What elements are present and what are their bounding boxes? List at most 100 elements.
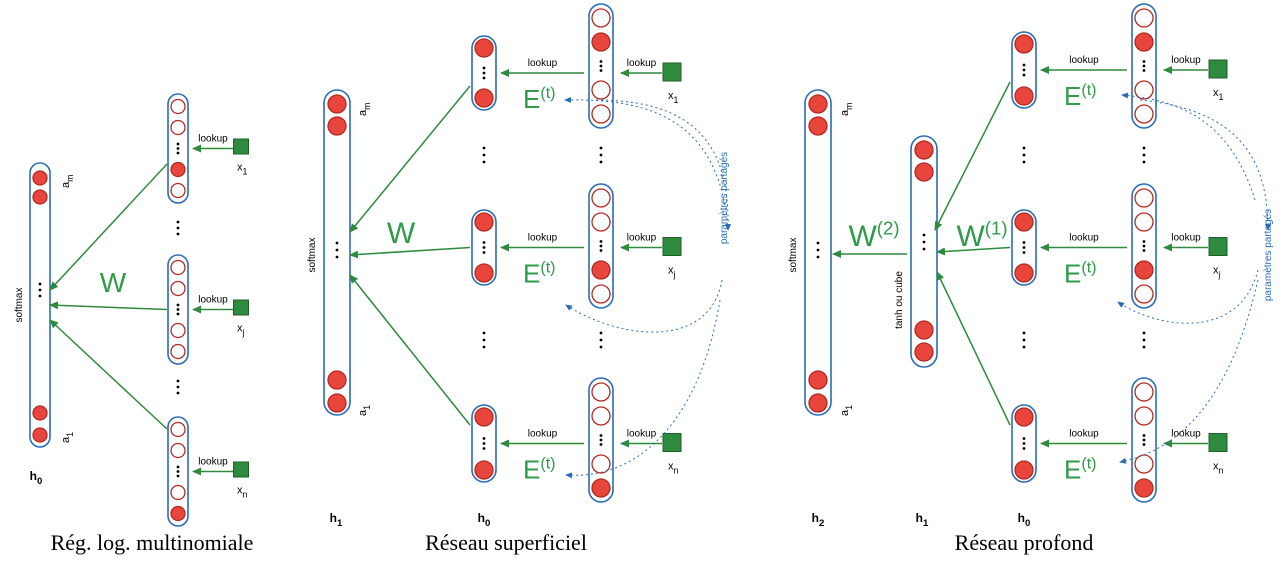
lookup-label: lookup bbox=[1171, 429, 1201, 440]
output-top-label: am bbox=[357, 103, 372, 116]
ellipsis-dot bbox=[1022, 241, 1026, 244]
lookup-label: lookup bbox=[528, 429, 558, 440]
weight-label: W bbox=[387, 217, 416, 250]
ellipsis-dot bbox=[335, 248, 339, 252]
ellipsis-dot bbox=[1022, 73, 1026, 77]
input-label: xn bbox=[1213, 461, 1224, 476]
shared-curve bbox=[1121, 92, 1256, 201]
input-square bbox=[1208, 59, 1228, 79]
ellipsis-dot bbox=[38, 294, 42, 298]
ellipsis-dot bbox=[482, 153, 486, 157]
weight2-label: W(2) bbox=[848, 218, 899, 253]
neuron-empty bbox=[170, 182, 186, 199]
lookup-label: lookup bbox=[1069, 233, 1099, 244]
ellipsis-dot bbox=[38, 282, 42, 286]
lookup-label: lookup bbox=[627, 429, 657, 440]
neuron-empty bbox=[1134, 80, 1154, 100]
neuron-empty bbox=[591, 382, 611, 402]
lookup-label: lookup bbox=[1069, 429, 1099, 440]
neuron-active bbox=[591, 478, 611, 498]
ellipsis-dot bbox=[599, 438, 603, 442]
neuron-empty bbox=[1134, 212, 1154, 232]
ellipsis-dot bbox=[1022, 345, 1026, 349]
ellipsis-dot bbox=[335, 241, 339, 245]
neuron-empty bbox=[591, 406, 611, 426]
weight-arrow bbox=[49, 301, 168, 311]
ellipsis-dot bbox=[1142, 345, 1146, 349]
neuron-active bbox=[327, 370, 347, 390]
ellipsis-dot bbox=[1022, 331, 1026, 335]
ellipsis-dot bbox=[1022, 447, 1026, 450]
neuron-empty bbox=[591, 454, 611, 474]
neuron-empty bbox=[591, 188, 611, 208]
ellipsis-dot bbox=[599, 244, 603, 248]
input-square bbox=[1208, 433, 1228, 452]
layer-name-h2: h2 bbox=[812, 511, 825, 529]
lookup-label: lookup bbox=[198, 295, 228, 306]
weight-arrow bbox=[49, 163, 168, 291]
neuron-active bbox=[474, 212, 494, 232]
neuron-active bbox=[32, 170, 48, 186]
input-label: x1 bbox=[237, 162, 248, 177]
layer-name-h1: h1 bbox=[916, 511, 929, 529]
hidden-activation-label: tanh ou cube bbox=[894, 271, 905, 329]
ellipsis-dot bbox=[922, 240, 926, 244]
neuron-active bbox=[591, 32, 611, 52]
embedding-label: E(t) bbox=[1064, 259, 1097, 289]
output-bottom-label: a1 bbox=[60, 432, 75, 443]
output-top-label: am bbox=[60, 175, 75, 188]
activation-label: softmax bbox=[307, 237, 318, 272]
input-label: xn bbox=[237, 485, 248, 500]
input-square bbox=[662, 62, 682, 82]
ellipsis-dot bbox=[1022, 246, 1026, 249]
neuron-active bbox=[474, 38, 494, 58]
ellipsis-dot bbox=[1022, 146, 1026, 150]
shared-curve bbox=[595, 99, 732, 231]
lookup-label: lookup bbox=[198, 134, 228, 145]
neuron-empty bbox=[1134, 382, 1154, 402]
ellipsis-dot bbox=[482, 66, 486, 70]
neuron-empty bbox=[170, 322, 186, 339]
ellipsis-dot bbox=[599, 443, 603, 446]
neuron-active bbox=[808, 370, 828, 390]
shared-params-curves bbox=[1117, 92, 1271, 464]
neuron-active bbox=[591, 260, 611, 280]
neuron-empty bbox=[170, 259, 186, 276]
ellipsis-dot bbox=[1142, 244, 1146, 248]
ellipsis-dot bbox=[176, 474, 180, 478]
input-label: xj bbox=[1213, 265, 1221, 280]
ellipsis-dot bbox=[176, 142, 180, 146]
neuron-active bbox=[32, 427, 48, 443]
ellipsis-dot bbox=[176, 151, 180, 155]
layer-name-h0: h0 bbox=[478, 511, 491, 529]
lookup-label: lookup bbox=[1171, 55, 1201, 66]
ellipsis-dot bbox=[1142, 434, 1146, 437]
activation-label: softmax bbox=[14, 287, 25, 322]
ellipsis-dot bbox=[176, 465, 180, 469]
ellipsis-dot bbox=[1142, 331, 1146, 335]
ellipsis-dot bbox=[1142, 153, 1146, 157]
weight-arrow bbox=[349, 274, 471, 426]
neuron-active bbox=[914, 342, 934, 362]
neuron-empty bbox=[591, 212, 611, 232]
ellipsis-dot bbox=[816, 248, 820, 252]
neuron-active bbox=[1014, 86, 1034, 106]
ellipsis-dot bbox=[176, 226, 180, 230]
ellipsis-dot bbox=[599, 160, 603, 164]
weight-arrow bbox=[349, 85, 471, 233]
ellipsis-dot bbox=[1022, 437, 1026, 440]
ellipsis-dot bbox=[1142, 249, 1146, 252]
weight-arrow bbox=[936, 271, 1011, 426]
ellipsis-dot bbox=[599, 60, 603, 63]
neuron-active bbox=[1014, 407, 1034, 427]
ellipsis-dot bbox=[599, 434, 603, 437]
ellipsis-dot bbox=[176, 312, 180, 316]
input-label: xn bbox=[668, 461, 679, 476]
ellipsis-dot bbox=[1142, 146, 1146, 150]
ellipsis-dot bbox=[1022, 63, 1026, 67]
input-label: x1 bbox=[1213, 87, 1224, 102]
neuron-empty bbox=[170, 119, 186, 136]
neuron-active bbox=[1134, 32, 1154, 52]
neuron-active bbox=[32, 189, 48, 205]
embedding-label: E(t) bbox=[1064, 81, 1097, 111]
